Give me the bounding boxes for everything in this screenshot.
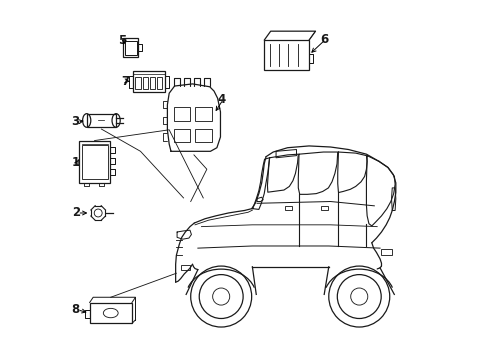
Text: 7: 7 — [121, 75, 129, 87]
Text: 3: 3 — [72, 116, 80, 129]
Bar — [86, 114, 116, 127]
Bar — [79, 140, 110, 183]
Text: 6: 6 — [319, 33, 327, 46]
Bar — [195, 129, 211, 142]
Bar — [149, 77, 155, 89]
Bar — [195, 107, 211, 121]
Bar — [89, 303, 132, 323]
Bar — [180, 265, 189, 270]
Bar — [174, 107, 190, 121]
Bar — [125, 41, 136, 55]
Bar — [285, 206, 292, 211]
Bar — [157, 77, 162, 89]
Bar — [123, 38, 138, 57]
Bar — [81, 145, 107, 179]
Bar — [135, 77, 140, 89]
Bar — [320, 206, 327, 211]
Text: 8: 8 — [72, 303, 80, 316]
Text: 1: 1 — [72, 156, 80, 168]
Text: 4: 4 — [217, 93, 225, 106]
Bar — [381, 249, 391, 255]
Bar — [142, 77, 147, 89]
Text: 5: 5 — [118, 34, 126, 48]
Bar — [132, 71, 164, 92]
Bar — [264, 40, 308, 69]
Bar — [174, 129, 190, 142]
Text: 2: 2 — [72, 207, 80, 220]
